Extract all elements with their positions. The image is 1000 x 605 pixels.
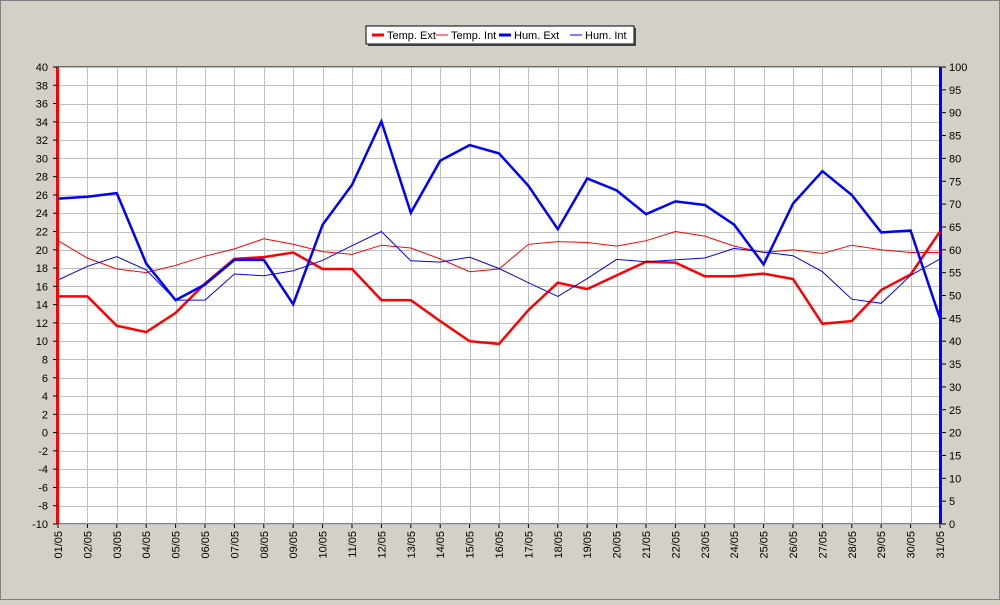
x-axis-tick-label: 03/05 xyxy=(112,531,124,559)
left-axis-tick-label: 40 xyxy=(36,62,48,74)
x-axis-tick-label: 17/05 xyxy=(523,531,535,559)
x-axis-tick-label: 28/05 xyxy=(847,531,859,559)
x-axis-tick-label: 05/05 xyxy=(171,531,183,559)
x-axis-tick-label: 24/05 xyxy=(729,531,741,559)
right-axis-tick-label: 60 xyxy=(949,245,961,257)
x-axis-tick-label: 22/05 xyxy=(670,531,682,559)
x-axis-tick-label: 08/05 xyxy=(259,531,271,559)
right-axis-tick-label: 85 xyxy=(949,131,961,143)
x-axis-tick-label: 11/05 xyxy=(347,531,359,558)
x-axis-tick-label: 21/05 xyxy=(641,531,653,559)
left-axis-tick-label: -4 xyxy=(38,464,48,476)
left-axis-tick-label: 2 xyxy=(42,409,48,421)
legend: Temp. Ext Temp. Int Hum. Ext Hum. Int xyxy=(366,26,636,46)
legend-shadow-bottom xyxy=(368,44,636,46)
left-axis-tick-label: 20 xyxy=(36,245,48,257)
left-axis-tick-label: -2 xyxy=(38,446,48,458)
left-axis-tick-label: 24 xyxy=(36,208,48,220)
x-axis-tick-label: 10/05 xyxy=(318,531,330,559)
left-axis-tick-label: 0 xyxy=(42,428,48,440)
left-axis-tick-label: 16 xyxy=(36,281,48,293)
x-axis-tick-label: 12/05 xyxy=(376,531,388,559)
left-axis-tick-label: 18 xyxy=(36,263,48,275)
x-axis-tick-label: 23/05 xyxy=(700,531,712,559)
x-axis-tick-label: 19/05 xyxy=(582,531,594,559)
left-axis-tick-label: 8 xyxy=(42,354,48,366)
left-axis-tick-label: 6 xyxy=(42,373,48,385)
x-axis-tick-label: 25/05 xyxy=(759,531,771,559)
right-axis-bar xyxy=(939,67,942,524)
x-axis-tick-label: 27/05 xyxy=(817,531,829,559)
right-axis-tick-label: 15 xyxy=(949,450,961,462)
right-axis-tick-label: 80 xyxy=(949,153,961,165)
left-axis-tick-label: 32 xyxy=(36,135,48,147)
right-axis-tick-label: 10 xyxy=(949,473,961,485)
right-axis-tick-label: 20 xyxy=(949,428,961,440)
x-axis-tick-label: 18/05 xyxy=(553,531,565,559)
right-axis-tick-label: 35 xyxy=(949,359,961,371)
left-axis-tick-label: 4 xyxy=(42,391,48,403)
left-axis-tick-label: 10 xyxy=(36,336,48,348)
x-axis-tick-label: 30/05 xyxy=(906,531,918,559)
x-axis-tick-label: 20/05 xyxy=(612,531,624,559)
x-axis-tick-label: 01/05 xyxy=(53,531,65,559)
right-axis-tick-label: 100 xyxy=(949,62,967,74)
left-axis-tick-label: 14 xyxy=(36,300,48,312)
right-axis-tick-label: 70 xyxy=(949,199,961,211)
right-axis-tick-label: 40 xyxy=(949,336,961,348)
left-axis-tick-label: -6 xyxy=(38,482,48,494)
right-axis-tick-label: 5 xyxy=(949,496,955,508)
legend-label: Hum. Int xyxy=(585,30,627,42)
right-axis-tick-label: 0 xyxy=(949,519,955,531)
x-axis-tick-label: 29/05 xyxy=(876,531,888,559)
right-axis-tick-label: 50 xyxy=(949,291,961,303)
right-axis-tick-label: 30 xyxy=(949,382,961,394)
x-axis-tick-label: 31/05 xyxy=(935,531,947,559)
left-axis-tick-label: 36 xyxy=(36,99,48,111)
left-axis-tick-label: 38 xyxy=(36,80,48,92)
left-axis-tick-label: -8 xyxy=(38,501,48,513)
x-axis-tick-label: 13/05 xyxy=(406,531,418,559)
right-axis-tick-label: 75 xyxy=(949,176,961,188)
left-axis-tick-label: -10 xyxy=(32,519,48,531)
right-axis-tick-label: 95 xyxy=(949,85,961,97)
legend-label: Hum. Ext xyxy=(514,30,559,42)
x-axis-tick-label: 02/05 xyxy=(82,531,94,559)
x-axis-tick-label: 09/05 xyxy=(288,531,300,559)
legend-label: Temp. Int xyxy=(451,30,496,42)
right-axis-tick-label: 65 xyxy=(949,222,961,234)
left-axis-tick-label: 30 xyxy=(36,153,48,165)
left-axis-tick-label: 26 xyxy=(36,190,48,202)
right-axis-tick-label: 90 xyxy=(949,108,961,120)
right-axis-tick-label: 45 xyxy=(949,313,961,325)
x-axis-tick-label: 15/05 xyxy=(465,531,477,559)
x-axis-tick-label: 06/05 xyxy=(200,531,212,559)
x-axis-tick-label: 16/05 xyxy=(494,531,506,559)
right-axis-tick-label: 25 xyxy=(949,405,961,417)
left-axis-tick-label: 22 xyxy=(36,227,48,239)
legend-label: Temp. Ext xyxy=(387,30,436,42)
x-axis-tick-label: 26/05 xyxy=(788,531,800,559)
legend-shadow xyxy=(634,28,636,46)
x-axis-tick-label: 07/05 xyxy=(229,531,241,559)
left-axis-tick-label: 34 xyxy=(36,117,48,129)
left-axis-tick-label: 12 xyxy=(36,318,48,330)
x-axis-tick-label: 14/05 xyxy=(435,531,447,559)
left-axis-tick-label: 28 xyxy=(36,172,48,184)
x-axis-tick-label: 04/05 xyxy=(141,531,153,559)
right-axis-tick-label: 55 xyxy=(949,268,961,280)
